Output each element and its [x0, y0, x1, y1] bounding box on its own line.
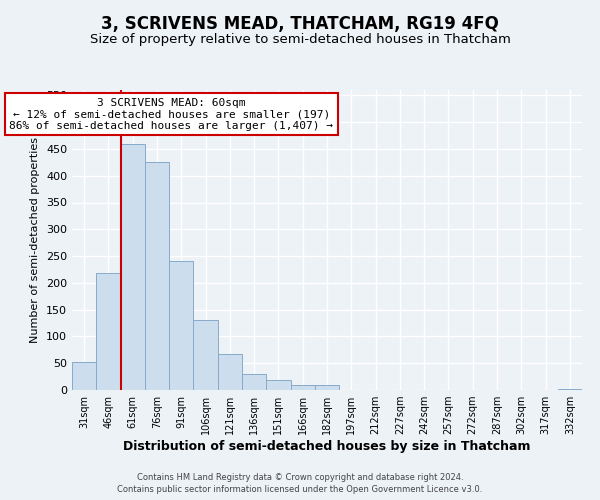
X-axis label: Distribution of semi-detached houses by size in Thatcham: Distribution of semi-detached houses by …: [123, 440, 531, 453]
Bar: [315, 384, 339, 390]
Bar: [290, 384, 315, 390]
Bar: [558, 389, 582, 390]
Bar: [96, 273, 121, 390]
Bar: [121, 144, 145, 390]
Text: 3, SCRIVENS MEAD, THATCHAM, RG19 4FQ: 3, SCRIVENS MEAD, THATCHAM, RG19 4FQ: [101, 15, 499, 33]
Bar: [145, 162, 169, 390]
Bar: [169, 261, 193, 390]
Text: 3 SCRIVENS MEAD: 60sqm
← 12% of semi-detached houses are smaller (197)
86% of se: 3 SCRIVENS MEAD: 60sqm ← 12% of semi-det…: [10, 98, 334, 130]
Bar: [242, 374, 266, 390]
Bar: [193, 320, 218, 390]
Text: Contains public sector information licensed under the Open Government Licence v3: Contains public sector information licen…: [118, 485, 482, 494]
Bar: [266, 380, 290, 390]
Text: Size of property relative to semi-detached houses in Thatcham: Size of property relative to semi-detach…: [89, 32, 511, 46]
Y-axis label: Number of semi-detached properties: Number of semi-detached properties: [31, 137, 40, 343]
Bar: [72, 362, 96, 390]
Bar: [218, 354, 242, 390]
Text: Contains HM Land Registry data © Crown copyright and database right 2024.: Contains HM Land Registry data © Crown c…: [137, 474, 463, 482]
